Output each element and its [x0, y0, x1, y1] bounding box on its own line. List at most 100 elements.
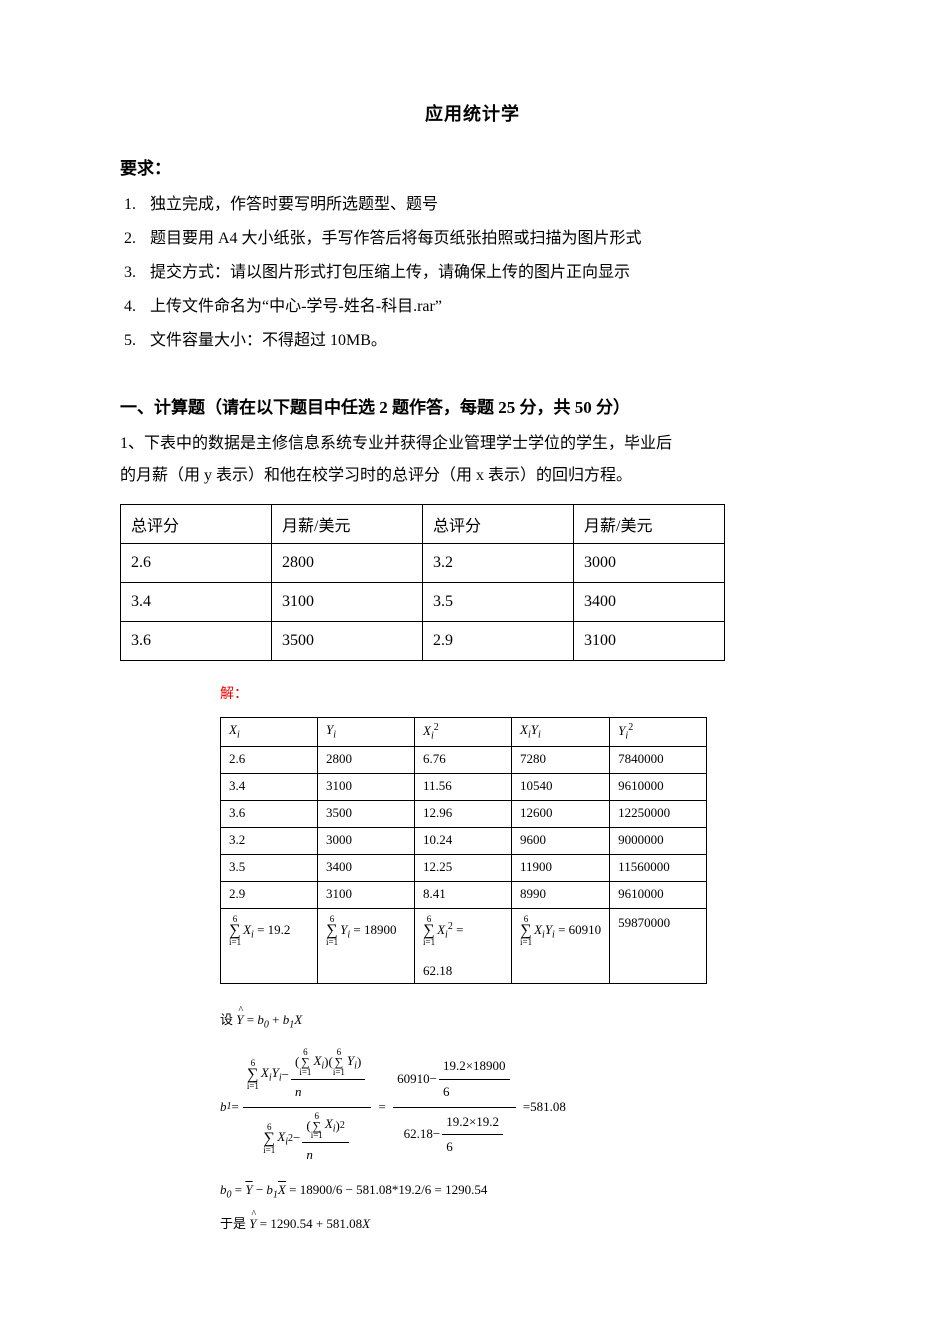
table-cell: 3400 — [574, 583, 725, 622]
table-cell: 3.6 — [221, 800, 318, 827]
table-cell: 3400 — [318, 854, 415, 881]
sum-value: 60910 — [569, 922, 602, 937]
table-row: 3.6 3500 12.96 12600 12250000 — [221, 800, 707, 827]
table-row: 3.5 3400 12.25 11900 11560000 — [221, 854, 707, 881]
table-cell: 12.96 — [415, 800, 512, 827]
table-header-cell: 月薪/美元 — [574, 505, 725, 544]
table-cell: 3.2 — [221, 827, 318, 854]
table-cell: 3000 — [574, 544, 725, 583]
num-value: 6 — [439, 1080, 510, 1105]
sigma-icon: 6∑i=1 — [326, 915, 338, 947]
table-cell: 8.41 — [415, 881, 512, 908]
table-header-cell: Yi2 — [610, 718, 707, 747]
b0-formula-line: b0 = Y − b1X = 18900/6 − 581.08*19.2/6 =… — [220, 1180, 825, 1204]
table-header-cell: 总评分 — [423, 505, 574, 544]
table-cell: 2800 — [318, 746, 415, 773]
table-cell: 3500 — [318, 800, 415, 827]
data-table: 总评分 月薪/美元 总评分 月薪/美元 2.6 2800 3.2 3000 3.… — [120, 504, 725, 661]
table-sum-row: 6∑i=1Xi = 19.2 6∑i=1Yi = 18900 6∑i=1Xi2 … — [221, 908, 707, 983]
table-header-cell: 月薪/美元 — [272, 505, 423, 544]
table-cell: 3100 — [272, 583, 423, 622]
sum-cell: 6∑i=1Yi = 18900 — [318, 908, 415, 983]
requirement-item: 3.提交方式：请以图片形式打包压缩上传，请确保上传的图片正向显示 — [124, 257, 825, 289]
table-header-cell: XiYi — [512, 718, 610, 747]
table-cell: 2.6 — [121, 544, 272, 583]
b1-formula-line: b1 = 6∑i=1XiYi − (6∑i=1Xi)(6∑i=1Yi)n 6∑i… — [220, 1044, 825, 1170]
table-cell: 3.6 — [121, 622, 272, 661]
table-cell: 8990 — [512, 881, 610, 908]
sigma-icon: 6∑i=1 — [423, 915, 435, 947]
requirement-item: 2.题目要用 A4 大小纸张，手写作答后将每页纸张拍照或扫描为图片形式 — [124, 223, 825, 255]
table-row: 3.4 3100 11.56 10540 9610000 — [221, 773, 707, 800]
num-value: 60910 — [397, 1069, 430, 1090]
requirement-text: 文件容量大小：不得超过 10MB。 — [150, 332, 387, 349]
sum-cell: 59870000 — [610, 908, 707, 983]
sigma-icon: 6∑i=1 — [229, 915, 241, 947]
table-cell: 2800 — [272, 544, 423, 583]
sum-value: 59870000 — [618, 915, 670, 930]
table-cell: 11560000 — [610, 854, 707, 881]
sum-value: 19.2 — [268, 922, 291, 937]
table-cell: 3.4 — [221, 773, 318, 800]
table-header-row: Xi Yi Xi2 XiYi Yi2 — [221, 718, 707, 747]
table-cell: 3100 — [318, 881, 415, 908]
table-row: 3.2 3000 10.24 9600 9000000 — [221, 827, 707, 854]
question-line: 1、下表中的数据是主修信息系统专业并获得企业管理学士学位的学生，毕业后 — [120, 435, 672, 452]
table-row: 2.6 2800 3.2 3000 — [121, 544, 725, 583]
table-header-cell: Xi2 — [415, 718, 512, 747]
b1-result: 581.08 — [530, 1097, 566, 1118]
table-row: 3.4 3100 3.5 3400 — [121, 583, 725, 622]
num-value: 19.2×18900 — [439, 1054, 510, 1080]
question-text: 1、下表中的数据是主修信息系统专业并获得企业管理学士学位的学生，毕业后 的月薪（… — [120, 428, 825, 492]
solution-label: 解： — [220, 683, 825, 703]
table-cell: 3.4 — [121, 583, 272, 622]
table-cell: 7840000 — [610, 746, 707, 773]
sum-cell: 6∑i=1Xi = 19.2 — [221, 908, 318, 983]
table-header-row: 总评分 月薪/美元 总评分 月薪/美元 — [121, 505, 725, 544]
final-regression-line: 于是 Y = 1290.54 + 581.08X — [220, 1214, 825, 1235]
question-line: 的月薪（用 y 表示）和他在校学习时的总评分（用 x 表示）的回归方程。 — [120, 467, 632, 484]
requirement-item: 5.文件容量大小：不得超过 10MB。 — [124, 325, 825, 357]
requirement-text: 题目要用 A4 大小纸张，手写作答后将每页纸张拍照或扫描为图片形式 — [150, 230, 642, 247]
table-header-cell: Yi — [318, 718, 415, 747]
table-cell: 11900 — [512, 854, 610, 881]
document-page: 应用统计学 要求： 1.独立完成，作答时要写明所选题型、题号 2.题目要用 A4… — [0, 0, 945, 1304]
requirement-text: 独立完成，作答时要写明所选题型、题号 — [150, 196, 438, 213]
table-cell: 3100 — [318, 773, 415, 800]
requirement-text: 上传文件命名为“中心-学号-姓名-科目.rar” — [150, 298, 442, 315]
table-cell: 3.5 — [423, 583, 574, 622]
requirement-text: 提交方式：请以图片形式打包压缩上传，请确保上传的图片正向显示 — [150, 264, 630, 281]
table-cell: 3100 — [574, 622, 725, 661]
table-cell: 9610000 — [610, 773, 707, 800]
table-cell: 2.6 — [221, 746, 318, 773]
page-title: 应用统计学 — [120, 100, 825, 126]
table-cell: 9610000 — [610, 881, 707, 908]
table-cell: 3.2 — [423, 544, 574, 583]
table-cell: 12600 — [512, 800, 610, 827]
table-cell: 2.9 — [221, 881, 318, 908]
num-value: 62.18 — [404, 1124, 433, 1145]
sum-value: 18900 — [364, 922, 397, 937]
sum-cell: 6∑i=1Xi2 =62.18 — [415, 908, 512, 983]
table-cell: 12250000 — [610, 800, 707, 827]
table-cell: 11.56 — [415, 773, 512, 800]
requirements-list: 1.独立完成，作答时要写明所选题型、题号 2.题目要用 A4 大小纸张，手写作答… — [120, 189, 825, 357]
calculation-heading: 一、计算题（请在以下题目中任选 2 题作答，每题 25 分，共 50 分） — [120, 393, 825, 418]
table-header-cell: Xi — [221, 718, 318, 747]
requirement-item: 1.独立完成，作答时要写明所选题型、题号 — [124, 189, 825, 221]
table-cell: 7280 — [512, 746, 610, 773]
table-cell: 9000000 — [610, 827, 707, 854]
table-cell: 9600 — [512, 827, 610, 854]
table-row: 2.9 3100 8.41 8990 9610000 — [221, 881, 707, 908]
num-value: 6 — [442, 1135, 503, 1160]
table-cell: 6.76 — [415, 746, 512, 773]
num-value: 19.2×19.2 — [442, 1110, 503, 1136]
sum-value: 62.18 — [423, 963, 452, 978]
table-cell: 2.9 — [423, 622, 574, 661]
table-cell: 10540 — [512, 773, 610, 800]
table-cell: 3000 — [318, 827, 415, 854]
table-cell: 10.24 — [415, 827, 512, 854]
table-row: 2.6 2800 6.76 7280 7840000 — [221, 746, 707, 773]
math-derivation: 设 Y = b0 + b1X b1 = 6∑i=1XiYi − (6∑i=1Xi… — [220, 1010, 825, 1234]
sigma-icon: 6∑i=1 — [520, 915, 532, 947]
